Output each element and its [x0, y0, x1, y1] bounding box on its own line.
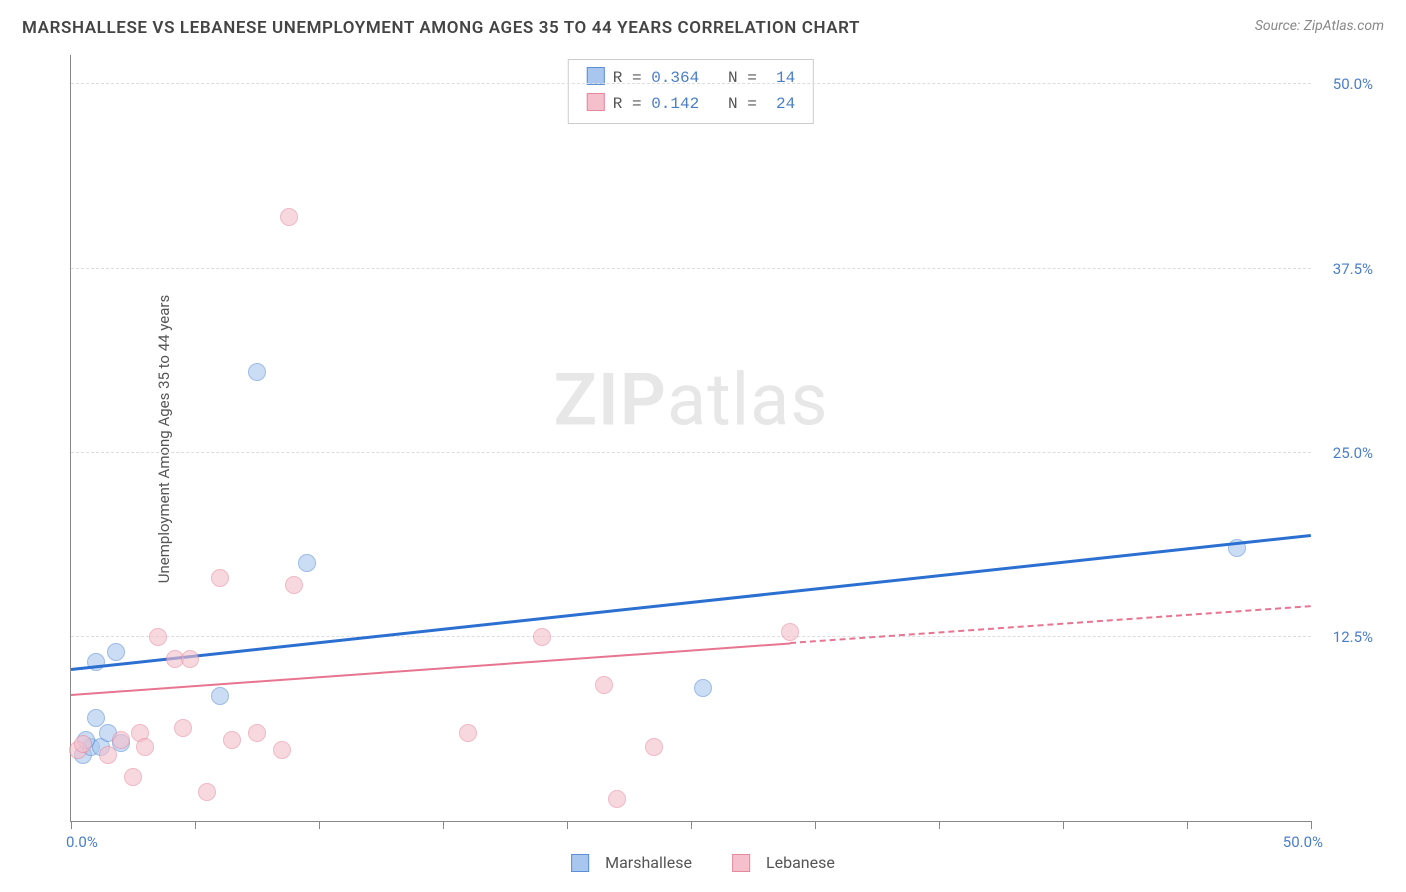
data-point	[223, 731, 241, 749]
data-point	[273, 741, 291, 759]
chart-area: Unemployment Among Ages 35 to 44 years Z…	[55, 55, 1311, 822]
x-tick	[939, 821, 940, 829]
gridline	[71, 268, 1311, 269]
source-attribution: Source: ZipAtlas.com	[1255, 18, 1384, 34]
data-point	[248, 363, 266, 381]
x-axis-start-label: 0.0%	[66, 833, 98, 851]
x-axis-end-label: 50.0%	[1283, 833, 1323, 851]
series-swatch	[587, 93, 605, 111]
chart-title: MARSHALLESE VS LEBANESE UNEMPLOYMENT AMO…	[22, 18, 860, 38]
watermark: ZIPatlas	[553, 357, 828, 442]
legend-swatch	[571, 854, 589, 872]
y-tick-label: 37.5%	[1333, 260, 1373, 278]
data-point	[211, 687, 229, 705]
stats-row: R = 0.364 N = 14	[587, 66, 795, 92]
x-tick	[1187, 821, 1188, 829]
y-tick-label: 25.0%	[1333, 444, 1373, 462]
bottom-legend: Marshallese Lebanese	[571, 853, 835, 872]
legend-label: Marshallese	[605, 853, 692, 872]
x-tick	[1063, 821, 1064, 829]
data-point	[280, 208, 298, 226]
x-tick	[319, 821, 320, 829]
data-point	[248, 724, 266, 742]
x-tick	[1311, 821, 1312, 829]
data-point	[74, 735, 92, 753]
data-point	[298, 554, 316, 572]
series-swatch	[587, 67, 605, 85]
data-point	[211, 569, 229, 587]
x-tick	[71, 821, 72, 829]
data-point	[174, 719, 192, 737]
y-tick-label: 50.0%	[1333, 75, 1373, 93]
data-point	[645, 738, 663, 756]
x-tick	[195, 821, 196, 829]
data-point	[181, 650, 199, 668]
legend-item: Marshallese	[571, 853, 692, 872]
data-point	[198, 783, 216, 801]
legend-item: Lebanese	[732, 853, 835, 872]
data-point	[285, 576, 303, 594]
data-point	[149, 628, 167, 646]
data-point	[87, 709, 105, 727]
gridline	[71, 452, 1311, 453]
data-point	[107, 643, 125, 661]
y-tick-label: 12.5%	[1333, 628, 1373, 646]
gridline	[71, 636, 1311, 637]
data-point	[694, 679, 712, 697]
data-point	[595, 676, 613, 694]
data-point	[99, 746, 117, 764]
x-tick	[815, 821, 816, 829]
x-tick	[691, 821, 692, 829]
stats-legend-box: R = 0.364 N = 14R = 0.142 N = 24	[568, 59, 814, 124]
data-point	[112, 731, 130, 749]
data-point	[781, 623, 799, 641]
data-point	[608, 790, 626, 808]
data-point	[124, 768, 142, 786]
trend-line-extrapolated	[790, 605, 1311, 644]
legend-label: Lebanese	[766, 853, 835, 872]
legend-swatch	[732, 854, 750, 872]
stats-row: R = 0.142 N = 24	[587, 92, 795, 118]
x-tick	[443, 821, 444, 829]
x-tick	[567, 821, 568, 829]
data-point	[136, 738, 154, 756]
data-point	[459, 724, 477, 742]
gridline	[71, 83, 1311, 84]
plot-region: ZIPatlas R = 0.364 N = 14R = 0.142 N = 2…	[70, 55, 1311, 822]
data-point	[533, 628, 551, 646]
